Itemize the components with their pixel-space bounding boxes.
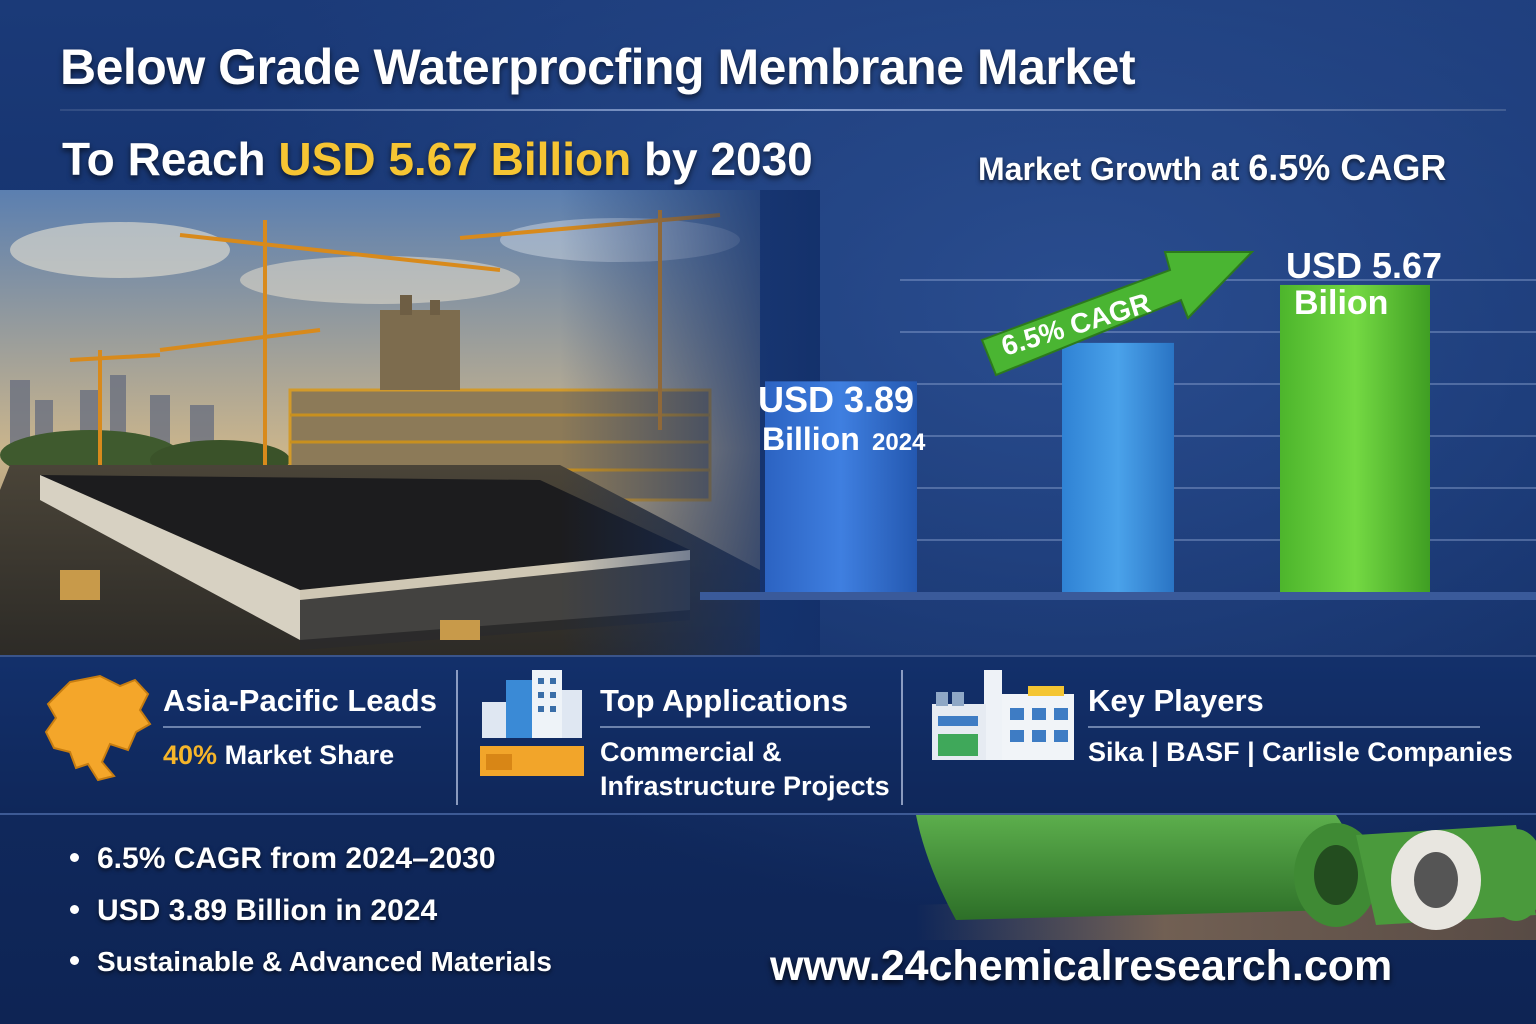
highlight-text: Sustainable & Advanced Materials	[97, 946, 552, 977]
factory-icon	[932, 670, 1074, 760]
highlight-text: USD 3.89 Billion in 2024	[97, 894, 438, 927]
membrane-rolls-image	[916, 815, 1536, 940]
key-players-title: Key Players	[1088, 683, 1264, 718]
bar-1-year-label: 2024	[872, 429, 926, 456]
region-share-label: Market Share	[224, 740, 395, 770]
region-share: 40% Market Share	[163, 738, 394, 772]
key-players-list: Sika | BASF | Carlisle Companies	[1088, 737, 1513, 767]
bar-2	[1062, 342, 1174, 592]
page-title: Below Grade Waterprocfing Membrane Marke…	[60, 39, 1136, 95]
highlight-text: 6.5% CAGR from 2024–2030	[97, 842, 496, 875]
title-divider	[60, 109, 1506, 111]
region-rule	[163, 726, 421, 728]
growth-value: 6.5% CAGR	[1248, 147, 1447, 188]
applications-line-1: Commercial &	[600, 737, 782, 767]
bullet-dot	[70, 956, 79, 966]
bar-1-unit-label: Billion	[762, 421, 860, 457]
bullet-dot	[70, 904, 79, 914]
headline: To Reach USD 5.67 Billion by 2030	[62, 132, 813, 186]
region-title: Asia-Pacific Leads	[163, 683, 437, 718]
applications-title: Top Applications	[600, 683, 848, 718]
key-players-rule	[1088, 726, 1480, 728]
highlight-item: Sustainable & Advanced Materials	[70, 946, 552, 998]
highlights-list: 6.5% CAGR from 2024–2030 USD 3.89 Billio…	[70, 842, 552, 998]
headline-value: USD 5.67 Billion	[278, 133, 632, 185]
applications-line-2: Infrastructure Projects	[600, 771, 890, 801]
chart-gridlines	[900, 279, 1536, 541]
info-divider-2	[901, 670, 903, 805]
growth-prefix: Market Growth at	[978, 151, 1240, 187]
bar-1-value-label: USD 3.89	[758, 379, 914, 420]
chart-bars	[765, 284, 1430, 592]
bar-3	[1280, 284, 1430, 592]
chart-baseline	[700, 592, 1536, 600]
info-strip	[0, 655, 1536, 815]
highlight-item: 6.5% CAGR from 2024–2030	[70, 842, 552, 894]
bar-1	[765, 381, 917, 592]
headline-suffix: by 2030	[643, 133, 813, 185]
growth-label: Market Growth at 6.5% CAGR	[978, 147, 1446, 189]
headline-prefix: To Reach	[62, 133, 266, 185]
buildings-icon	[480, 670, 584, 776]
highlight-item: USD 3.89 Billion in 2024	[70, 894, 552, 946]
bar-3-unit-label: Bilion	[1294, 284, 1388, 322]
asia-map-icon	[44, 674, 152, 782]
info-divider-1	[456, 670, 458, 805]
applications-rule	[600, 726, 870, 728]
website-url: www.24chemicalresearch.com	[770, 942, 1393, 990]
bullet-dot	[70, 852, 79, 862]
bar-3-value-label: USD 5.67	[1286, 245, 1442, 286]
region-share-value: 40%	[163, 740, 218, 770]
